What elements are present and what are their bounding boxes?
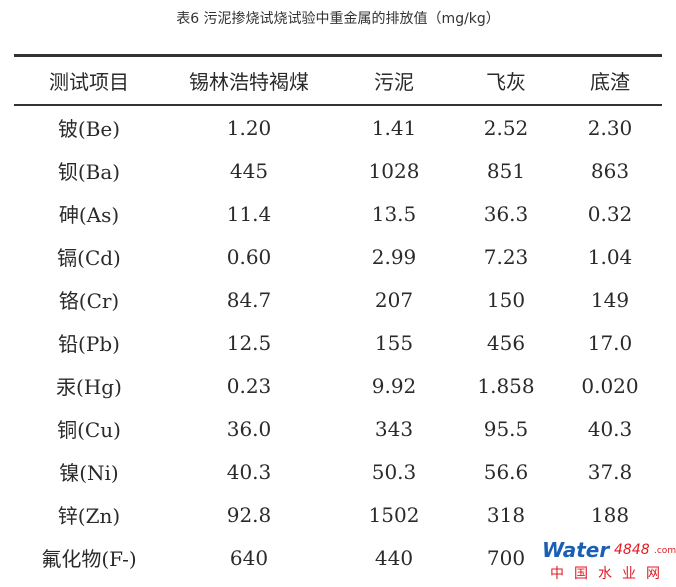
value-cell: 150	[486, 287, 526, 312]
row-label-cell: 钡(Ba)	[57, 160, 121, 184]
value-cell: 0.23	[226, 373, 272, 398]
value-cell: 17.0	[587, 330, 633, 355]
value-cell: 7.23	[483, 244, 529, 269]
row-label-cell: 氟化物(F-)	[41, 547, 137, 571]
value-cell: 0.32	[587, 201, 633, 226]
watermark-site-name: 中国水业网	[550, 566, 670, 582]
column-header: 污泥	[374, 70, 414, 94]
table-row: 铜(Cu) 36.0 343 95.5 40.3	[14, 407, 662, 450]
row-label-cell: 汞(Hg)	[56, 375, 122, 399]
row-label-cell: 镍(Ni)	[59, 461, 119, 485]
watermark-brand: Water	[542, 538, 610, 562]
row-label-cell: 锌(Zn)	[57, 504, 121, 528]
value-cell: 207	[374, 287, 414, 312]
value-cell: 95.5	[483, 416, 529, 441]
value-cell: 700	[486, 545, 526, 570]
value-cell: 1028	[368, 158, 420, 183]
value-cell: 318	[486, 502, 526, 527]
value-cell: 37.8	[587, 459, 633, 484]
value-cell: 445	[229, 158, 269, 183]
emission-table: 测试项目 锡林浩特褐煤 污泥 飞灰 底渣 铍(Be) 1.20 1.41 2.52 2.30 钡(…	[14, 54, 662, 579]
value-cell: 12.5	[226, 330, 272, 355]
row-label-cell: 铍(Be)	[57, 117, 121, 141]
value-cell: 0.60	[226, 244, 272, 269]
value-cell: 56.6	[483, 459, 529, 484]
value-cell: 456	[486, 330, 526, 355]
column-header: 锡林浩特褐煤	[189, 70, 309, 94]
value-cell: 9.92	[371, 373, 417, 398]
table-row: 砷(As) 11.4 13.5 36.3 0.32	[14, 192, 662, 235]
value-cell: 440	[374, 545, 414, 570]
value-cell: 1.20	[226, 115, 272, 140]
table-row: 铅(Pb) 12.5 155 456 17.0	[14, 321, 662, 364]
value-cell: 640	[229, 545, 269, 570]
table-row: 镍(Ni) 40.3 50.3 56.6 37.8	[14, 450, 662, 493]
table-row: 汞(Hg) 0.23 9.92 1.858 0.020	[14, 364, 662, 407]
value-cell: 13.5	[371, 201, 417, 226]
table-row: 氟化物(F-) 640 440 700	[14, 536, 662, 579]
column-header: 底渣	[590, 70, 630, 94]
value-cell: 50.3	[371, 459, 417, 484]
value-cell: 36.3	[483, 201, 529, 226]
value-cell: 0.020	[581, 373, 639, 398]
value-cell: 36.0	[226, 416, 272, 441]
table-row: 铍(Be) 1.20 1.41 2.52 2.30	[14, 105, 662, 149]
value-cell: 851	[486, 158, 526, 183]
column-header: 测试项目	[49, 70, 129, 94]
value-cell: 343	[374, 416, 414, 441]
value-cell: 2.99	[371, 244, 417, 269]
row-label-cell: 铬(Cr)	[58, 289, 120, 313]
value-cell: 1.41	[371, 115, 417, 140]
value-cell: 40.3	[226, 459, 272, 484]
table-caption: 表6 污泥掺烧试烧试验中重金属的排放值（mg/kg）	[176, 11, 500, 27]
value-cell: 188	[590, 502, 630, 527]
table-row: 铬(Cr) 84.7 207 150 149	[14, 278, 662, 321]
row-label-cell: 砷(As)	[58, 203, 120, 227]
value-cell: 863	[590, 158, 630, 183]
value-cell: 149	[590, 287, 630, 312]
value-cell: 155	[374, 330, 414, 355]
watermark-number: 4848	[614, 542, 650, 558]
watermark-suffix: .com	[654, 546, 676, 556]
value-cell: 92.8	[226, 502, 272, 527]
table-body: 铍(Be) 1.20 1.41 2.52 2.30 钡(Ba) 445 1028 851 863 砷…	[14, 105, 662, 579]
value-cell: 11.4	[226, 201, 272, 226]
value-cell: 1.858	[477, 373, 535, 398]
table-header-row: 测试项目 锡林浩特褐煤 污泥 飞灰 底渣	[14, 55, 662, 105]
table-row: 锌(Zn) 92.8 1502 318 188	[14, 493, 662, 536]
value-cell: 40.3	[587, 416, 633, 441]
row-label-cell: 铅(Pb)	[58, 332, 120, 356]
row-label-cell: 铜(Cu)	[57, 418, 121, 442]
watermark-logo: Water 4848 .com 中国水业网	[540, 536, 676, 586]
table-row: 镉(Cd) 0.60 2.99 7.23 1.04	[14, 235, 662, 278]
row-label-cell: 镉(Cd)	[57, 246, 121, 270]
value-cell: 2.30	[587, 115, 633, 140]
column-header: 飞灰	[486, 70, 526, 94]
value-cell: 1.04	[587, 244, 633, 269]
value-cell: 2.52	[483, 115, 529, 140]
value-cell: 84.7	[226, 287, 272, 312]
value-cell: 1502	[368, 502, 420, 527]
table-row: 钡(Ba) 445 1028 851 863	[14, 149, 662, 192]
